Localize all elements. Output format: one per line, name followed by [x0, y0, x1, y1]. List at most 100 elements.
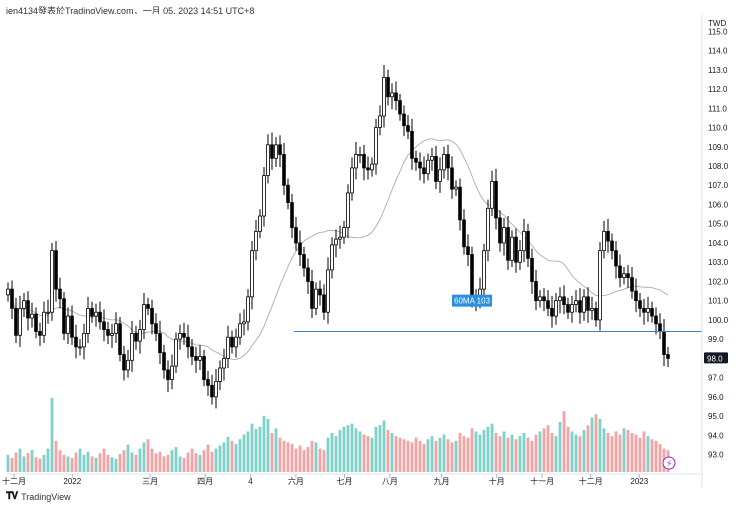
candle-body — [646, 307, 650, 313]
volume-bar — [378, 425, 382, 472]
volume-bar — [382, 420, 386, 472]
volume-bar — [102, 448, 106, 472]
candle-body — [350, 167, 354, 194]
volume-bar — [274, 428, 278, 472]
volume-bar — [306, 447, 310, 472]
price-axis[interactable]: 115.0 114.0 113.0 112.0 111.0 110.0 109.0 108.0… — [708, 27, 729, 459]
volume-bar — [430, 436, 434, 472]
volume-bar — [630, 433, 634, 472]
candle-body — [202, 356, 206, 380]
price-tick-label: 94.0 — [708, 431, 724, 440]
price-tick-label: 108.0 — [708, 162, 729, 171]
volume-bar — [546, 425, 550, 472]
time-axis[interactable]: 十二月 2022 三月 四月 4 六月 七月 八月 九月 十月 十一月 十二月 2023 — [2, 474, 649, 486]
candle-body — [246, 296, 250, 323]
candle-body — [94, 311, 98, 317]
candle-body — [78, 346, 82, 349]
candle-body — [526, 231, 530, 259]
volume-bar — [470, 428, 474, 472]
volume-bar — [318, 448, 322, 472]
volume-bar — [282, 440, 286, 472]
candle-body — [234, 336, 238, 348]
brand-name: TradingView — [21, 491, 71, 502]
volume-bar — [550, 433, 554, 472]
candle-body — [298, 242, 302, 255]
candle-body — [274, 144, 278, 159]
price-tick-label: 96.0 — [708, 393, 724, 402]
candle-body — [566, 304, 570, 313]
volume-bar — [66, 456, 70, 472]
volume-bar — [138, 448, 142, 472]
volume-bar — [486, 426, 490, 472]
price-tick-label: 109.0 — [708, 143, 729, 152]
candle-body — [186, 336, 190, 348]
candle-body — [138, 329, 142, 342]
candle-body — [638, 300, 642, 309]
candle-body — [262, 175, 266, 217]
candle-body — [286, 184, 290, 203]
volume-bar — [106, 454, 110, 472]
candle-body — [266, 144, 270, 177]
candle-body — [30, 313, 34, 319]
volume-bar — [654, 440, 658, 472]
volume-bar — [122, 450, 126, 472]
volume-bar — [434, 440, 438, 472]
candle-body — [194, 356, 198, 361]
candle-body — [82, 332, 86, 348]
volume-bar — [286, 442, 290, 472]
candle-body — [486, 207, 490, 252]
candle-body — [610, 240, 614, 252]
volume-bar — [606, 433, 610, 472]
candle-body — [522, 231, 526, 252]
volume-bar — [90, 456, 94, 472]
candle-body — [498, 217, 502, 244]
time-tick-label: 十二月 — [2, 476, 26, 486]
volume-bar — [50, 397, 54, 472]
candle-body — [578, 300, 582, 313]
price-tick-label: 100.0 — [708, 316, 729, 325]
volume-bar — [374, 426, 378, 472]
volume-bar — [618, 434, 622, 472]
candle-body — [38, 331, 42, 336]
candle-body — [606, 231, 610, 242]
candle-body — [310, 281, 314, 309]
candle-body — [242, 321, 246, 325]
candle-body — [70, 315, 74, 338]
candle-body — [490, 180, 494, 209]
volume-bar — [86, 451, 90, 472]
volume-bar — [234, 443, 238, 472]
volume-bar — [210, 451, 214, 472]
volume-bar — [134, 454, 138, 472]
candle-body — [618, 265, 622, 278]
candle-body — [338, 236, 342, 240]
volume-bar — [142, 442, 146, 472]
volume-bar — [190, 448, 194, 472]
candle-body — [326, 269, 330, 313]
volume-bar — [10, 457, 14, 472]
volume-bar — [162, 456, 166, 472]
volume-bar — [198, 454, 202, 472]
candle-body — [658, 323, 662, 332]
candle-body — [314, 288, 318, 309]
candle-body — [550, 307, 554, 317]
alert-icon[interactable]: ⚡ — [662, 456, 676, 470]
plot-area[interactable] — [6, 14, 702, 488]
candle-body — [510, 236, 514, 261]
volume-bar — [358, 431, 362, 472]
candle-body — [450, 167, 454, 190]
volume-bar — [238, 439, 242, 472]
candle-body — [18, 307, 22, 336]
ma-label-background — [452, 294, 492, 307]
candle-body — [530, 257, 534, 282]
price-tick-label: 115.0 — [708, 27, 728, 36]
volume-bar — [314, 442, 318, 472]
candle-body — [170, 365, 174, 380]
volume-bar — [474, 431, 478, 472]
volume-bar — [338, 429, 342, 472]
candle-body — [630, 277, 634, 292]
candle-body — [446, 154, 450, 169]
volume-bar — [462, 436, 466, 472]
volume-bar — [650, 439, 654, 472]
candle-body — [626, 273, 630, 278]
